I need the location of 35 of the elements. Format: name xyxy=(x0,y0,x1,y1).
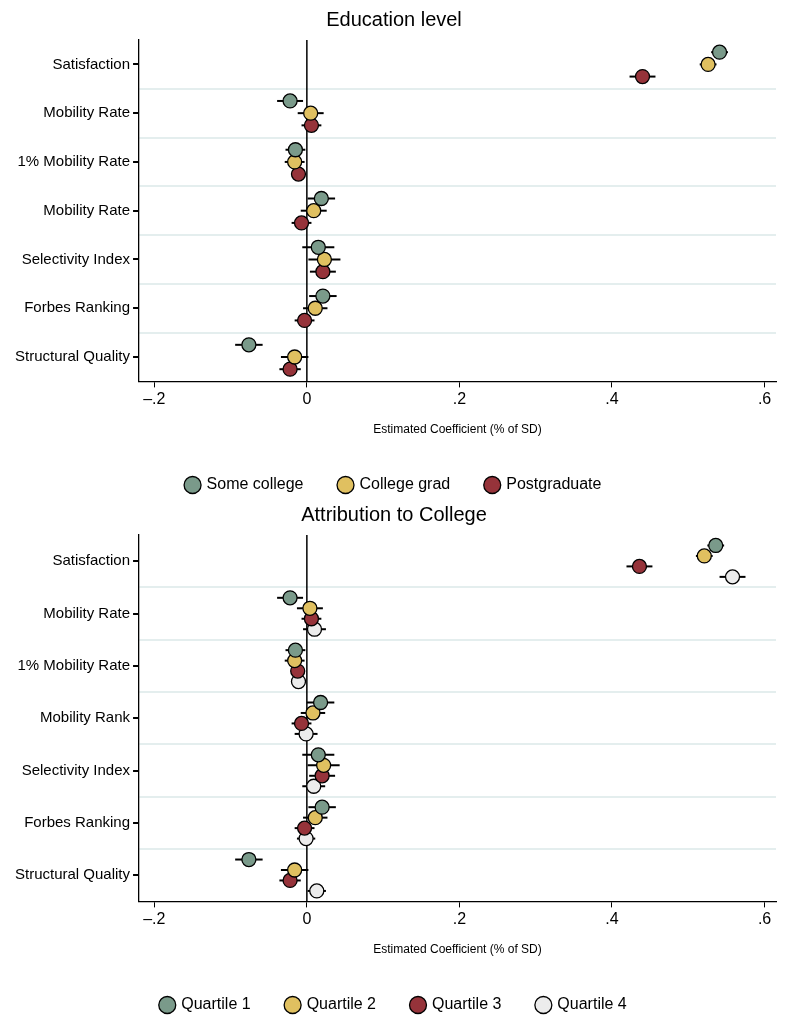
legend-label: Quartile 1 xyxy=(181,995,251,1013)
y-tick-label: Satisfaction xyxy=(52,551,131,569)
chart-title: Education level xyxy=(326,7,462,30)
x-tick-label: .2 xyxy=(452,910,467,928)
y-tick-label: Mobility Rank xyxy=(40,708,131,726)
x-axis-title: Estimated Coefficient (% of SD) xyxy=(373,942,542,957)
x-tick-label: .4 xyxy=(605,390,619,408)
legend-label: College grad xyxy=(359,475,451,493)
y-tick-label: Mobility Rate xyxy=(43,603,131,621)
x-tick-label: .2 xyxy=(452,390,467,408)
x-tick-label: .6 xyxy=(757,390,772,408)
x-tick-label: –.2 xyxy=(143,910,166,928)
x-tick-label: 0 xyxy=(302,390,312,408)
chart-title: Attribution to College xyxy=(301,502,487,525)
y-tick-label: 1% Mobility Rate xyxy=(17,152,131,170)
legend-label: Postgraduate xyxy=(506,475,602,493)
x-tick-label: .6 xyxy=(757,910,772,928)
x-tick-label: 0 xyxy=(302,910,312,928)
y-tick-label: Structural Quality xyxy=(14,865,131,883)
y-tick-label: Satisfaction xyxy=(52,54,131,72)
y-tick-label: Structural Quality xyxy=(14,347,131,365)
y-tick-label: Mobility Rate xyxy=(43,200,131,218)
y-tick-label: Forbes Ranking xyxy=(24,813,131,831)
y-tick-label: Selectivity Index xyxy=(21,760,131,778)
y-tick-label: Mobility Rate xyxy=(43,103,131,121)
x-tick-label: .4 xyxy=(605,910,619,928)
x-axis-title: Estimated Coefficient (% of SD) xyxy=(373,422,542,437)
legend-label: Quartile 4 xyxy=(557,995,627,1013)
y-tick-label: 1% Mobility Rate xyxy=(17,656,131,673)
x-tick-label: –.2 xyxy=(143,390,166,408)
y-tick-label: Selectivity Index xyxy=(21,249,131,267)
legend-label: Quartile 2 xyxy=(306,995,377,1013)
legend-label: Some college xyxy=(206,475,304,493)
y-tick-label: Forbes Ranking xyxy=(24,298,131,316)
legend-label: Quartile 3 xyxy=(432,995,502,1013)
